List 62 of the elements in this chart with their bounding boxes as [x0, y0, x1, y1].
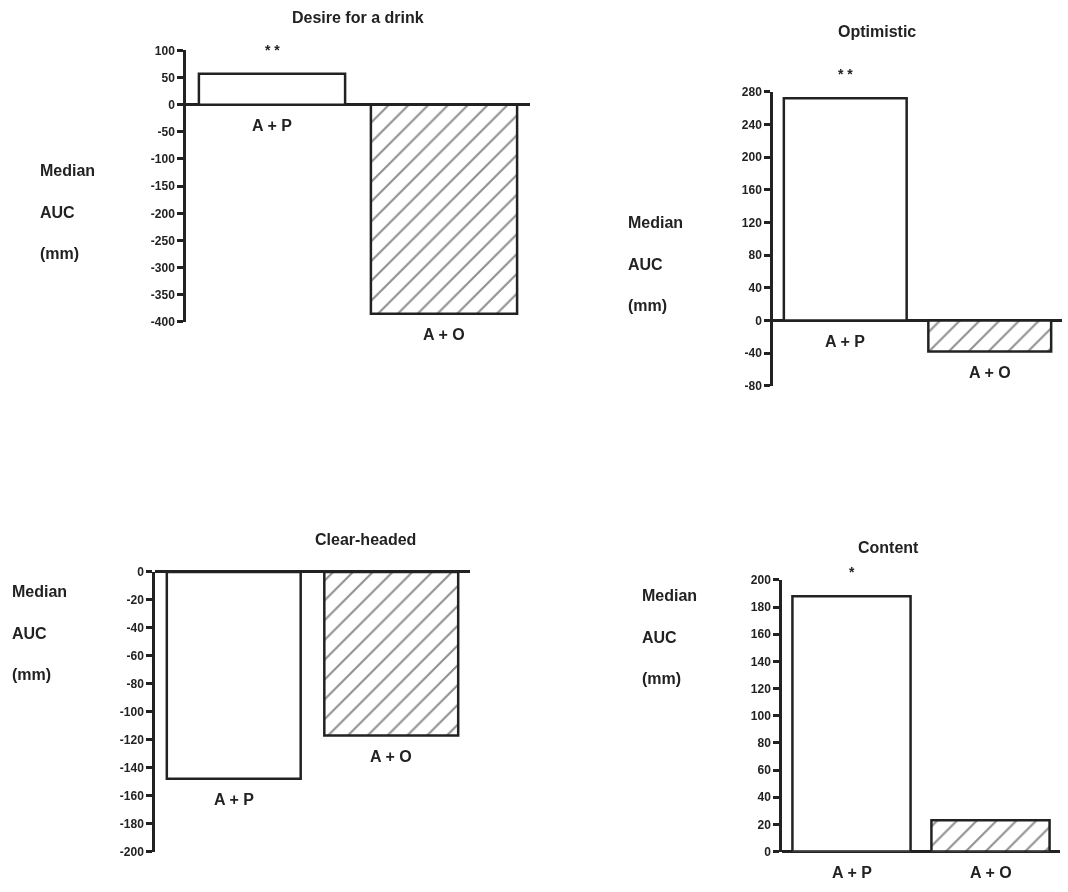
y-tick-label: -20 [126, 593, 145, 608]
y-tick-label: 40 [748, 281, 763, 296]
x-tick-label: A + O [970, 864, 1012, 881]
y-tick-label: 0 [755, 313, 763, 328]
y-tick-label: -40 [744, 346, 763, 361]
y-tick-label: -40 [126, 621, 145, 636]
y-tick-label: 100 [154, 43, 176, 58]
y-tick-label: 0 [764, 844, 772, 859]
x-tick-label: A + P [832, 864, 873, 881]
y-tick-label: 50 [161, 70, 176, 85]
text: Median AUC (mm) [642, 587, 698, 688]
y-tick-label: -80 [744, 379, 763, 394]
y-tick-label: -160 [119, 788, 145, 803]
y-tick-label: 80 [748, 248, 763, 263]
y-tick-label: -100 [150, 152, 176, 167]
y-tick-label: 0 [137, 565, 145, 580]
y-tick-label: -300 [150, 260, 176, 275]
x-tick-label: A + P [252, 117, 293, 134]
y-tick-label: -200 [150, 206, 176, 221]
y-tick-label: -60 [126, 649, 145, 664]
y-tick-label: 200 [750, 573, 772, 588]
y-tick-label: -100 [119, 704, 145, 719]
y-tick-label: 280 [741, 84, 763, 99]
annotation: * [849, 564, 855, 580]
y-tick-label: 100 [750, 708, 772, 723]
y-tick-label: 120 [750, 681, 772, 696]
x-tick-label: A + O [423, 326, 465, 343]
y-tick-label: 80 [757, 736, 772, 751]
x-tick-label: A + P [825, 333, 866, 350]
y-tick-label: -250 [150, 233, 176, 248]
y-tick-label: 160 [750, 627, 772, 642]
chart-title: Clear-headed [315, 531, 417, 548]
chart-title: Optimistic [838, 23, 917, 40]
y-tick-label: -80 [126, 677, 145, 692]
y-tick-label: 240 [741, 117, 763, 132]
y-tick-label: 60 [757, 763, 772, 778]
y-tick-label: -350 [150, 288, 176, 303]
y-tick-label: -120 [119, 732, 145, 747]
y-tick-label: 160 [741, 182, 763, 197]
y-tick-label: 20 [757, 817, 772, 832]
y-tick-label: -150 [150, 179, 176, 194]
y-tick-label: -140 [119, 760, 145, 775]
chart-title: Content [858, 539, 920, 556]
y-tick-label: -400 [150, 315, 176, 330]
x-tick-label: A + O [969, 364, 1011, 381]
annotation: * * [265, 42, 281, 58]
y-tick-label: 200 [741, 150, 763, 165]
y-tick-label: -200 [119, 844, 145, 859]
annotation: * * [838, 66, 854, 82]
y-tick-label: 40 [757, 790, 772, 805]
y-tick-label: 140 [750, 654, 772, 669]
y-tick-label: 0 [168, 97, 176, 112]
chart-title: Desire for a drink [292, 9, 424, 26]
y-tick-label: -180 [119, 816, 145, 831]
text: Median AUC (mm) [12, 583, 68, 684]
text: Median AUC (mm) [628, 214, 684, 315]
text: Median AUC (mm) [40, 162, 96, 263]
y-tick-label: 180 [750, 600, 772, 615]
y-tick-label: -50 [157, 125, 176, 140]
y-tick-label: 120 [741, 215, 763, 230]
x-tick-label: A + O [370, 748, 412, 765]
x-tick-label: A + P [214, 791, 255, 808]
